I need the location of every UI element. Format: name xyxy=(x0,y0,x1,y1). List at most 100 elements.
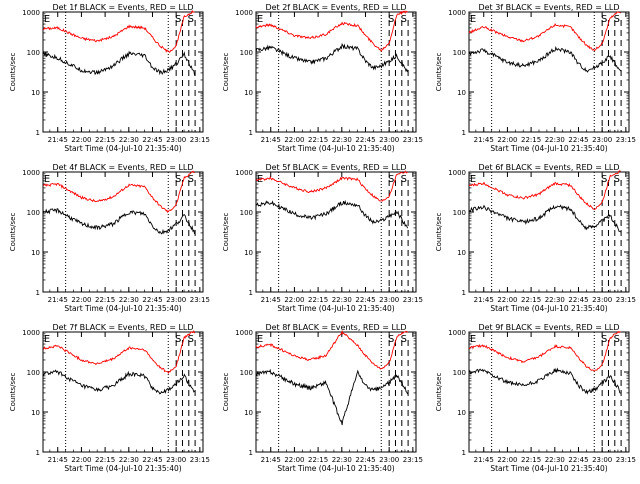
y-tick-label: 1000 xyxy=(448,169,466,177)
x-tick-label: 22:15 xyxy=(95,456,115,464)
region-marker-s: S xyxy=(388,174,394,185)
panel-title: Det 3f BLACK = Events, RED = LLD xyxy=(478,3,619,12)
x-axis-label: Start Time (04-Jul-10 21:35:40) xyxy=(64,144,181,153)
y-tick-label: 1 xyxy=(36,129,40,137)
region-marker-s: S xyxy=(601,14,607,25)
y-tick-label: 1 xyxy=(249,129,253,137)
region-marker-s: S xyxy=(401,334,407,345)
x-tick-label: 22:30 xyxy=(332,296,352,304)
panel-det-2: Det 2f BLACK = Events, RED = LLD 1 10 100 10… xyxy=(222,3,423,153)
y-axis-label: Counts/sec xyxy=(9,373,17,412)
x-tick-label: 22:00 xyxy=(284,456,304,464)
x-axis-label: Start Time (04-Jul-10 21:35:40) xyxy=(277,144,394,153)
region-marker-s: S xyxy=(175,334,181,345)
series-events-line xyxy=(255,43,409,73)
x-tick-label: 22:00 xyxy=(497,136,517,144)
x-axis-label: Start Time (04-Jul-10 21:35:40) xyxy=(490,144,607,153)
x-tick-label: 22:15 xyxy=(521,136,541,144)
x-tick-label: 23:15 xyxy=(190,456,210,464)
y-tick-label: 100 xyxy=(240,209,253,217)
region-marker-s: S xyxy=(614,334,620,345)
region-marker-s: S xyxy=(388,334,394,345)
x-tick-label: 21:45 xyxy=(48,296,68,304)
y-tick-label: 1000 xyxy=(22,9,40,17)
region-marker-s: S xyxy=(614,14,620,25)
y-tick-label: 10 xyxy=(31,409,40,417)
region-marker-s: S xyxy=(401,174,407,185)
x-axis-label: Start Time (04-Jul-10 21:35:40) xyxy=(490,304,607,313)
series-events-line xyxy=(42,207,196,235)
x-tick-label: 23:00 xyxy=(592,456,612,464)
region-marker-s: S xyxy=(188,174,194,185)
x-tick-label: 21:45 xyxy=(261,296,281,304)
y-tick-label: 100 xyxy=(453,49,466,57)
x-tick-label: 22:30 xyxy=(545,136,565,144)
x-tick-label: 22:00 xyxy=(71,296,91,304)
x-tick-label: 22:15 xyxy=(308,296,328,304)
x-tick-label: 23:00 xyxy=(166,136,186,144)
plot-frame xyxy=(468,171,630,293)
plot-frame xyxy=(42,171,204,293)
x-tick-label: 21:45 xyxy=(474,296,494,304)
x-axis-label: Start Time (04-Jul-10 21:35:40) xyxy=(64,304,181,313)
y-tick-label: 1000 xyxy=(235,329,253,337)
x-tick-label: 23:00 xyxy=(592,136,612,144)
x-tick-label: 22:45 xyxy=(568,136,588,144)
plot-frame xyxy=(468,331,630,453)
y-axis-label: Counts/sec xyxy=(222,373,230,412)
region-marker-s: S xyxy=(188,334,194,345)
panel-title: Det 1f BLACK = Events, RED = LLD xyxy=(52,3,193,12)
x-axis-label: Start Time (04-Jul-10 21:35:40) xyxy=(64,464,181,473)
region-marker-e: E xyxy=(44,174,50,185)
series-events-line xyxy=(255,199,409,229)
x-tick-label: 22:00 xyxy=(71,456,91,464)
plot-frame xyxy=(468,11,630,133)
y-tick-label: 10 xyxy=(244,409,253,417)
x-tick-label: 23:00 xyxy=(379,136,399,144)
y-tick-label: 1 xyxy=(249,449,253,457)
y-tick-label: 100 xyxy=(27,49,40,57)
series-events-line xyxy=(468,204,621,233)
panel-det-6: Det 6f BLACK = Events, RED = LLD 1 10 100 10… xyxy=(435,163,636,313)
y-tick-label: 10 xyxy=(457,409,466,417)
panel-title: Det 2f BLACK = Events, RED = LLD xyxy=(265,3,406,12)
y-tick-label: 1000 xyxy=(448,9,466,17)
series-lld-line xyxy=(468,330,621,372)
panel-det-9: Det 9f BLACK = Events, RED = LLD 1 10 100 10… xyxy=(435,323,636,473)
y-tick-label: 1 xyxy=(36,449,40,457)
y-axis-label: Counts/sec xyxy=(435,373,443,412)
region-marker-e: E xyxy=(44,14,50,25)
y-axis-label: Counts/sec xyxy=(435,213,443,252)
panel-det-7: Det 7f BLACK = Events, RED = LLD 1 10 100 10… xyxy=(9,323,210,473)
y-tick-label: 1 xyxy=(462,129,466,137)
y-tick-label: 100 xyxy=(453,369,466,377)
series-events-line xyxy=(468,367,621,395)
plot-frame xyxy=(255,331,417,453)
region-marker-s: S xyxy=(175,14,181,25)
x-tick-label: 22:15 xyxy=(95,136,115,144)
x-tick-label: 22:30 xyxy=(119,456,139,464)
plot-frame xyxy=(42,11,204,133)
x-tick-label: 22:30 xyxy=(545,456,565,464)
x-tick-label: 22:45 xyxy=(568,296,588,304)
y-tick-label: 10 xyxy=(244,89,253,97)
y-tick-label: 100 xyxy=(240,369,253,377)
x-tick-label: 23:15 xyxy=(616,136,636,144)
region-marker-e: E xyxy=(470,174,476,185)
region-marker-e: E xyxy=(257,334,263,345)
x-tick-label: 23:15 xyxy=(190,296,210,304)
y-tick-label: 100 xyxy=(240,49,253,57)
region-marker-s: S xyxy=(614,174,620,185)
x-tick-label: 23:15 xyxy=(616,456,636,464)
x-tick-label: 22:30 xyxy=(332,136,352,144)
x-tick-label: 21:45 xyxy=(48,456,68,464)
y-tick-label: 100 xyxy=(453,209,466,217)
y-tick-label: 1000 xyxy=(448,329,466,337)
series-lld-line xyxy=(42,330,196,374)
y-tick-label: 1 xyxy=(36,289,40,297)
series-events-line xyxy=(468,45,621,73)
series-lld-line xyxy=(42,9,195,53)
x-tick-label: 22:45 xyxy=(142,456,162,464)
